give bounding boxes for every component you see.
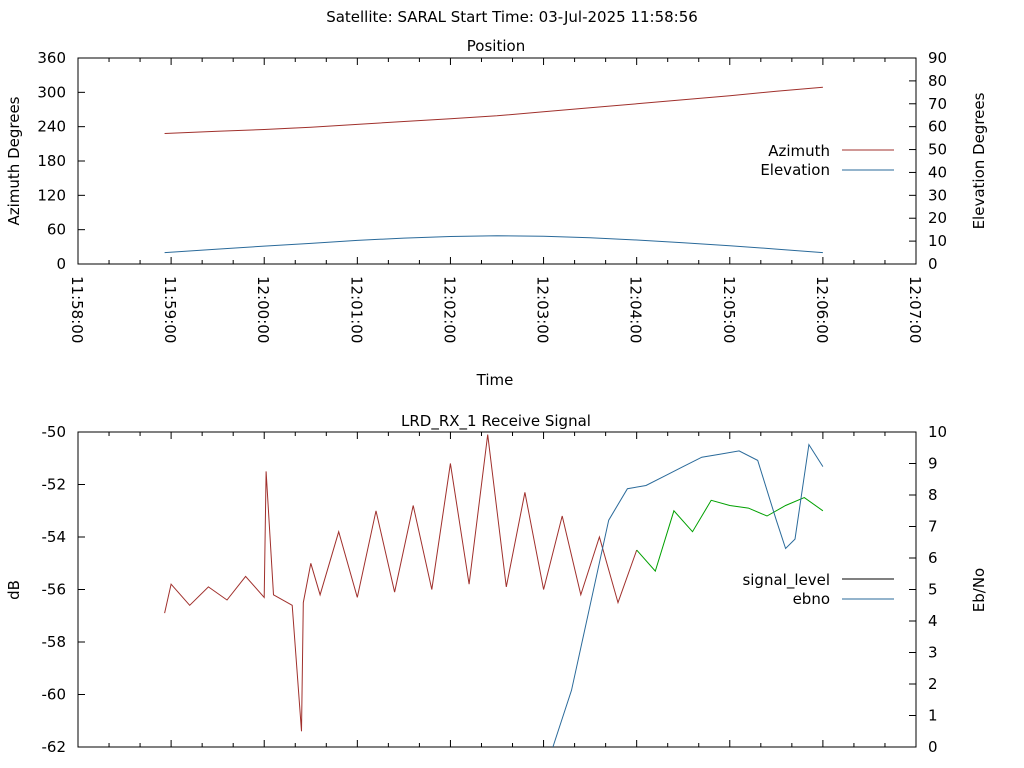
pos-y2tick-label: 60 <box>928 118 947 136</box>
position-y2label: Elevation Degrees <box>970 92 988 229</box>
signal-series <box>164 434 824 748</box>
sig-y2tick-label: 0 <box>928 738 938 756</box>
ebno-series-line <box>552 443 824 748</box>
pos-xtick-label: 12:06:00 <box>813 276 831 343</box>
sig-ytick-label: -52 <box>42 476 67 494</box>
legend-signal-level-label: signal_level <box>742 571 830 590</box>
pos-xtick-label: 12:05:00 <box>720 276 738 343</box>
signal-legend: signal_level ebno <box>742 571 894 608</box>
signal-level-line-red <box>164 434 638 732</box>
pos-y2tick-label: 50 <box>928 141 947 159</box>
pos-ytick-label: 360 <box>37 49 66 67</box>
position-chart: Position 0 60 120 180 240 300 360 0 10 20 30 40 50 60… <box>5 37 988 389</box>
sig-y2tick-label: 9 <box>928 455 938 473</box>
legend-ebno-label: ebno <box>793 590 830 608</box>
pos-ytick-label: 180 <box>37 152 66 170</box>
pos-y2tick-label: 0 <box>928 255 938 273</box>
pos-y2tick-label: 30 <box>928 186 947 204</box>
pos-xtick-label: 12:07:00 <box>906 276 924 343</box>
pos-ytick-label: 0 <box>56 255 66 273</box>
signal-ylabel: dB <box>5 580 23 600</box>
pos-y2tick-label: 80 <box>928 72 947 90</box>
pos-xtick-label: 12:00:00 <box>254 276 272 343</box>
pos-ytick-label: 60 <box>47 221 66 239</box>
pos-xtick-label: 11:59:00 <box>161 276 179 343</box>
signal-y2label: Eb/No <box>970 568 988 612</box>
page-title: Satellite: SARAL Start Time: 03-Jul-2025… <box>326 8 698 26</box>
Elevation-series-line <box>164 235 823 254</box>
signal-chart: LRD_RX_1 Receive Signal -62-60-58-56-54-… <box>5 412 988 756</box>
pos-ytick-label: 120 <box>37 186 66 204</box>
sig-y2tick-label: 8 <box>928 486 938 504</box>
position-legend: Azimuth Elevation <box>760 142 894 179</box>
pos-y2tick-label: 40 <box>928 163 947 181</box>
signal-plot-frame <box>77 431 917 748</box>
sig-y2tick-label: 5 <box>928 581 938 599</box>
pos-xtick-label: 12:01:00 <box>347 276 365 343</box>
sig-y2tick-label: 2 <box>928 675 938 693</box>
pos-y2tick-label: 90 <box>928 49 947 67</box>
sig-y2tick-label: 7 <box>928 518 938 536</box>
position-series <box>164 86 823 254</box>
sig-ytick-label: -62 <box>42 738 67 756</box>
pos-y2tick-label: 20 <box>928 209 947 227</box>
pos-ytick-label: 300 <box>37 83 66 101</box>
legend-elevation-label: Elevation <box>760 161 830 179</box>
signal-ticks: -62 -60 -58 -56 -54 -52 -50 0 1 2 3 4 5 6 7 8 9 10 <box>42 423 948 756</box>
sig-y2tick-label: 4 <box>928 612 938 630</box>
sig-y2tick-label: 10 <box>928 423 947 441</box>
position-ylabel: Azimuth Degrees <box>5 96 23 225</box>
pos-xtick-label: 12:02:00 <box>440 276 458 343</box>
pos-y2tick-label: 70 <box>928 95 947 113</box>
position-xlabel: Time <box>476 371 514 389</box>
legend-azimuth-label: Azimuth <box>768 142 830 160</box>
sig-y2tick-label: 3 <box>928 644 938 662</box>
sig-ytick-label: -60 <box>42 686 67 704</box>
sig-ytick-label: -58 <box>42 633 67 651</box>
sig-y2tick-label: 1 <box>928 707 938 725</box>
position-ticks: 0 60 120 180 240 300 360 0 10 20 30 40 50 60 70 80 90 11:… <box>37 49 947 343</box>
sig-y2tick-label: 6 <box>928 549 938 567</box>
signal-level-line-green <box>636 497 824 573</box>
Azimuth-series-line <box>164 86 823 134</box>
sig-ytick-label: -56 <box>42 581 67 599</box>
pos-y2tick-label: 10 <box>928 232 947 250</box>
pos-xtick-label: 11:58:00 <box>68 276 86 343</box>
pos-ytick-label: 240 <box>37 118 66 136</box>
position-chart-title: Position <box>467 37 525 55</box>
sig-ytick-label: -50 <box>42 423 67 441</box>
pos-xtick-label: 12:04:00 <box>627 276 645 343</box>
signal-chart-title: LRD_RX_1 Receive Signal <box>401 412 591 431</box>
sig-ytick-label: -54 <box>42 528 67 546</box>
pos-xtick-label: 12:03:00 <box>534 276 552 343</box>
